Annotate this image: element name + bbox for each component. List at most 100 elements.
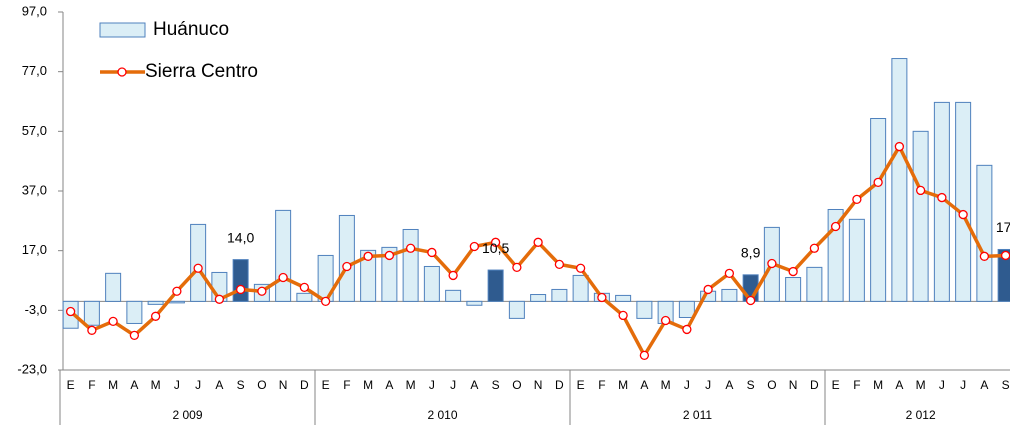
marker (384, 250, 395, 261)
bar (976, 164, 993, 302)
x-tick-label: J (684, 378, 690, 392)
bar (785, 277, 802, 302)
y-tick-label: -3,0 (25, 302, 47, 317)
marker (575, 263, 586, 273)
marker (172, 286, 182, 296)
x-tick-label: F (853, 378, 860, 392)
group-label: 2 010 (427, 408, 457, 422)
x-tick-label: N (789, 378, 798, 392)
marker (767, 258, 777, 269)
legend-swatch (99, 22, 146, 38)
x-tick-label: E (67, 378, 75, 392)
legend-label: Sierra Centro (145, 61, 258, 82)
x-tick-label: J (174, 378, 180, 392)
bar (508, 300, 525, 319)
x-tick-label: M (873, 378, 883, 392)
x-tick-label: N (279, 378, 288, 392)
marker (788, 266, 798, 277)
marker (745, 295, 756, 306)
marker (150, 311, 161, 321)
bar (126, 300, 143, 324)
x-tick-label: D (300, 378, 309, 392)
bar (678, 300, 695, 318)
marker (703, 284, 713, 295)
bar (891, 58, 908, 302)
marker (363, 251, 373, 261)
marker (639, 350, 650, 361)
marker (852, 194, 862, 205)
marker (958, 209, 968, 220)
x-tick-label: O (257, 378, 266, 392)
x-tick-label: S (492, 378, 500, 392)
x-tick-label: J (960, 378, 966, 392)
y-tick-label: 37,0 (22, 182, 47, 197)
marker (1000, 250, 1010, 261)
bar (572, 274, 589, 302)
bar (402, 228, 419, 302)
group-label: 2 012 (906, 408, 936, 422)
x-tick-label: D (810, 378, 819, 392)
x-tick-label: A (725, 378, 733, 392)
legend-label: Huánuco (153, 19, 229, 40)
bar (466, 300, 483, 306)
x-tick-label: J (939, 378, 945, 392)
x-tick-label: M (406, 378, 416, 392)
x-tick-label: F (343, 378, 350, 392)
x-tick-label: E (577, 378, 585, 392)
x-tick-label: D (555, 378, 564, 392)
x-tick-label: E (832, 378, 840, 392)
marker (618, 310, 628, 321)
bar (83, 300, 100, 326)
bar (296, 292, 313, 302)
x-tick-label: M (108, 378, 118, 392)
marker (873, 177, 883, 187)
marker (533, 237, 543, 247)
bar (338, 214, 355, 302)
x-tick-label: A (130, 378, 138, 392)
bar (168, 300, 185, 304)
bar (275, 209, 292, 302)
bar (636, 300, 653, 319)
x-tick-label: J (195, 378, 201, 392)
marker (108, 316, 118, 327)
x-tick-label: M (661, 378, 671, 392)
bar (190, 223, 207, 302)
bar (721, 288, 738, 302)
marker (299, 282, 310, 293)
bar (232, 259, 249, 302)
bar (551, 288, 568, 302)
bar (105, 272, 122, 302)
marker (512, 262, 522, 273)
x-tick-label: J (705, 378, 711, 392)
y-tick-label: 17,0 (22, 242, 47, 257)
bar (615, 294, 632, 302)
value-label: 14,0 (227, 229, 254, 245)
x-tick-label: A (470, 378, 478, 392)
marker (278, 272, 288, 283)
bar (912, 130, 929, 302)
x-tick-label: A (895, 378, 903, 392)
marker (830, 221, 841, 232)
y-tick-label: 97,0 (22, 3, 47, 18)
x-tick-label: M (151, 378, 161, 392)
bar (423, 265, 440, 302)
marker (448, 270, 458, 281)
x-tick-label: S (237, 378, 245, 392)
line (69, 144, 1006, 358)
bar (806, 266, 823, 302)
marker (894, 141, 905, 152)
y-tick-label: 57,0 (22, 123, 47, 138)
marker (87, 325, 97, 335)
x-tick-label: F (88, 378, 95, 392)
value-label: 17, (996, 219, 1010, 235)
x-tick-label: O (767, 378, 776, 392)
marker (554, 259, 565, 270)
x-tick-label: F (598, 378, 605, 392)
bar (381, 246, 398, 302)
bar (848, 218, 865, 302)
bar (487, 269, 504, 302)
marker (405, 243, 416, 253)
y-tick-label: 77,0 (22, 63, 47, 78)
x-tick-label: M (916, 378, 926, 392)
